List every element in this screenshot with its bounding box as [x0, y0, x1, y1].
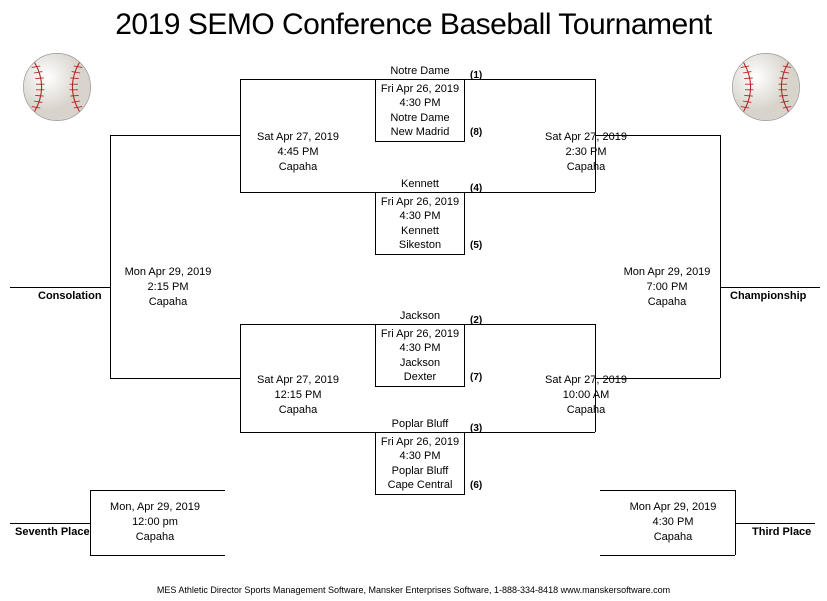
game1-winner: Notre Dame: [375, 65, 465, 77]
bracket-line: [10, 523, 90, 524]
seventh-info: Mon, Apr 29, 2019 12:00 pm Capaha: [100, 500, 210, 545]
championship-date: Mon Apr 29, 2019: [617, 265, 717, 280]
consolation-date: Mon Apr 29, 2019: [118, 265, 218, 280]
bracket-line: [465, 192, 595, 193]
third-label: Third Place: [752, 526, 811, 538]
semi-left-top: Sat Apr 27, 2019 4:45 PM Capaha: [248, 130, 348, 175]
semi-left-bot-date: Sat Apr 27, 2019: [248, 373, 348, 388]
semi-left-top-venue: Capaha: [248, 160, 348, 175]
game3-winner: Jackson: [375, 310, 465, 322]
third-date: Mon Apr 29, 2019: [618, 500, 728, 515]
bracket-line: [720, 135, 721, 378]
championship-venue: Capaha: [617, 295, 717, 310]
game3-time: 4:30 PM: [380, 341, 460, 355]
semi-right-bot: Sat Apr 27, 2019 10:00 AM Capaha: [536, 373, 636, 418]
bracket-line: [10, 287, 110, 288]
championship-info: Mon Apr 29, 2019 7:00 PM Capaha: [617, 265, 717, 310]
game4-time: 4:30 PM: [380, 449, 460, 463]
championship-label: Championship: [730, 290, 806, 302]
game3-team1: Jackson: [380, 356, 460, 370]
seed-5: (5): [470, 240, 482, 251]
game4-box: Fri Apr 26, 2019 4:30 PM Poplar Bluff Ca…: [375, 432, 465, 495]
bracket-line: [240, 432, 375, 433]
third-venue: Capaha: [618, 530, 728, 545]
seventh-time: 12:00 pm: [100, 515, 210, 530]
semi-left-bot-venue: Capaha: [248, 403, 348, 418]
semi-right-bot-date: Sat Apr 27, 2019: [536, 373, 636, 388]
bracket-line: [90, 490, 91, 555]
championship-time: 7:00 PM: [617, 280, 717, 295]
third-time: 4:30 PM: [618, 515, 728, 530]
seed-8: (8): [470, 127, 482, 138]
bracket-line: [735, 523, 815, 524]
seventh-label: Seventh Place: [15, 526, 90, 538]
game2-team2: Sikeston: [380, 238, 460, 252]
game1-box: Fri Apr 26, 2019 4:30 PM Notre Dame New …: [375, 79, 465, 142]
third-info: Mon Apr 29, 2019 4:30 PM Capaha: [618, 500, 728, 545]
seventh-venue: Capaha: [100, 530, 210, 545]
game2-team1: Kennett: [380, 224, 460, 238]
game1-time: 4:30 PM: [380, 96, 460, 110]
baseball-icon-right: [731, 52, 801, 122]
seed-6: (6): [470, 480, 482, 491]
bracket-line: [110, 135, 111, 378]
bracket-line: [465, 324, 595, 325]
bracket-line: [600, 555, 735, 556]
bracket-line: [240, 192, 375, 193]
game2-winner: Kennett: [375, 178, 465, 190]
bracket-line: [90, 490, 225, 491]
semi-right-top-time: 2:30 PM: [536, 145, 636, 160]
page-title: 2019 SEMO Conference Baseball Tournament: [0, 0, 827, 42]
footer-text: MES Athletic Director Sports Management …: [0, 585, 827, 595]
game1-date: Fri Apr 26, 2019: [380, 82, 460, 96]
game2-box: Fri Apr 26, 2019 4:30 PM Kennett Sikesto…: [375, 192, 465, 255]
seed-7: (7): [470, 372, 482, 383]
game1-team1: Notre Dame: [380, 111, 460, 125]
bracket-line: [110, 378, 240, 379]
consolation-label: Consolation: [38, 290, 102, 302]
consolation-venue: Capaha: [118, 295, 218, 310]
semi-right-top-venue: Capaha: [536, 160, 636, 175]
bracket-line: [720, 287, 820, 288]
semi-right-bot-time: 10:00 AM: [536, 388, 636, 403]
game4-date: Fri Apr 26, 2019: [380, 435, 460, 449]
game3-box: Fri Apr 26, 2019 4:30 PM Jackson Dexter: [375, 324, 465, 387]
game4-team2: Cape Central: [380, 478, 460, 492]
bracket-line: [465, 79, 595, 80]
bracket-line: [240, 324, 241, 432]
semi-right-top-date: Sat Apr 27, 2019: [536, 130, 636, 145]
semi-left-bot-time: 12:15 PM: [248, 388, 348, 403]
bracket-line: [240, 79, 375, 80]
semi-left-top-date: Sat Apr 27, 2019: [248, 130, 348, 145]
semi-left-bot: Sat Apr 27, 2019 12:15 PM Capaha: [248, 373, 348, 418]
game3-team2: Dexter: [380, 370, 460, 384]
game4-winner: Poplar Bluff: [375, 418, 465, 430]
bracket-line: [110, 135, 240, 136]
game1-team2: New Madrid: [380, 125, 460, 139]
seventh-date: Mon, Apr 29, 2019: [100, 500, 210, 515]
bracket-line: [90, 555, 225, 556]
consolation-time: 2:15 PM: [118, 280, 218, 295]
semi-right-bot-venue: Capaha: [536, 403, 636, 418]
game2-time: 4:30 PM: [380, 209, 460, 223]
semi-right-top: Sat Apr 27, 2019 2:30 PM Capaha: [536, 130, 636, 175]
game3-date: Fri Apr 26, 2019: [380, 327, 460, 341]
bracket-line: [465, 432, 595, 433]
game2-date: Fri Apr 26, 2019: [380, 195, 460, 209]
bracket-line: [240, 324, 375, 325]
consolation-info: Mon Apr 29, 2019 2:15 PM Capaha: [118, 265, 218, 310]
bracket-line: [600, 490, 735, 491]
game4-team1: Poplar Bluff: [380, 464, 460, 478]
semi-left-top-time: 4:45 PM: [248, 145, 348, 160]
bracket-line: [240, 79, 241, 192]
baseball-icon-left: [22, 52, 92, 122]
